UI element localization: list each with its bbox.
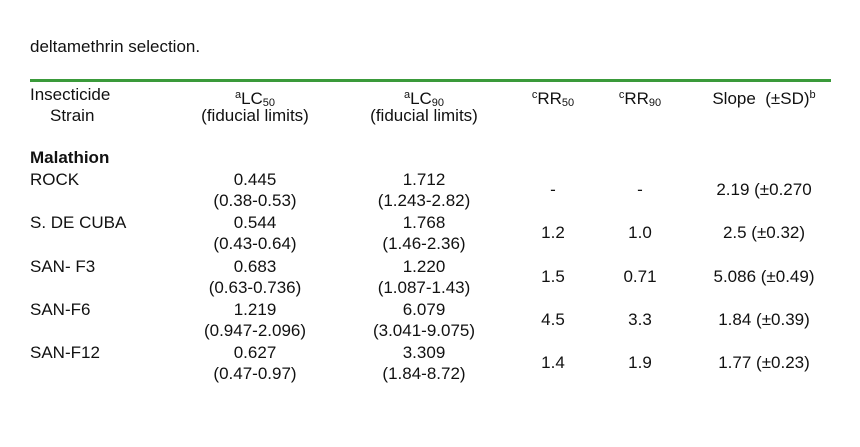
cell: 2.5 (±0.32) [722, 223, 806, 242]
cell: - [637, 180, 643, 199]
cell: 1.9 [628, 353, 652, 372]
cell: 3.309 [402, 343, 446, 362]
cell: 0.71 [623, 267, 657, 286]
cell: 0.683 [233, 257, 277, 276]
header-cell: aLC50 [235, 85, 275, 113]
header-main: Slope (±SD) [712, 89, 810, 108]
cell: 3.3 [628, 310, 652, 329]
cell: (1.243-2.82) [377, 191, 471, 210]
header-cell: Insecticide [30, 85, 111, 104]
cell: (0.38-0.53) [213, 191, 297, 210]
cell: 1.712 [402, 170, 446, 189]
cell: 6.079 [402, 300, 446, 319]
cell: (1.84-8.72) [382, 364, 466, 383]
header-sup: c [618, 89, 625, 101]
cell: ROCK [30, 170, 80, 189]
header-cell: Slope (±SD)b [712, 85, 815, 109]
cell: (0.63-0.736) [208, 278, 302, 297]
header-sub: 90 [648, 97, 662, 109]
cell: 1.5 [541, 267, 565, 286]
cell: (3.041-9.075) [372, 321, 476, 340]
cell: 1.220 [402, 257, 446, 276]
cell: 1.0 [628, 223, 652, 242]
header-cell: (fiducial limits) [370, 106, 478, 125]
cell: (1.46-2.36) [382, 234, 466, 253]
header-sup: a [403, 89, 411, 101]
cell: SAN- F3 [30, 257, 96, 276]
caption: deltamethrin selection. [30, 37, 201, 56]
header-sup: c [531, 89, 538, 101]
cell: (0.43-0.64) [213, 234, 297, 253]
header-cell: cRR50 [532, 85, 574, 113]
cell: 0.445 [233, 170, 277, 189]
header-cell: aLC90 [404, 85, 444, 113]
header-sup: b [809, 89, 816, 101]
header-sub: 90 [431, 97, 445, 109]
cell: 1.4 [541, 353, 565, 372]
header-cell: cRR90 [619, 85, 661, 113]
cell: 4.5 [541, 310, 565, 329]
cell: - [550, 180, 556, 199]
group-label: Malathion [30, 148, 110, 167]
cell: 2.19 (±0.270 [716, 180, 812, 199]
header-main: RR [537, 89, 562, 108]
header-sub: 50 [561, 97, 575, 109]
table-rule [30, 79, 831, 82]
header-sub: 50 [262, 97, 276, 109]
cell: (0.947-2.096) [203, 321, 307, 340]
cell: (0.47-0.97) [213, 364, 297, 383]
cell: 1.768 [402, 213, 446, 232]
cell: 0.627 [233, 343, 277, 362]
header-main: RR [624, 89, 649, 108]
cell: 1.84 (±0.39) [718, 310, 810, 329]
cell: SAN-F6 [30, 300, 91, 319]
header-cell: (fiducial limits) [201, 106, 309, 125]
header-main: LC [410, 89, 432, 108]
header-sup: a [234, 89, 242, 101]
header-main: LC [241, 89, 263, 108]
cell: 0.544 [233, 213, 277, 232]
cell: 1.219 [233, 300, 277, 319]
cell: 5.086 (±0.49) [713, 267, 815, 286]
cell: 1.2 [541, 223, 565, 242]
header-cell: Strain [50, 106, 95, 125]
cell: S. DE CUBA [30, 213, 127, 232]
cell: 1.77 (±0.23) [718, 353, 810, 372]
cell: SAN-F12 [30, 343, 100, 362]
cell: (1.087-1.43) [377, 278, 471, 297]
